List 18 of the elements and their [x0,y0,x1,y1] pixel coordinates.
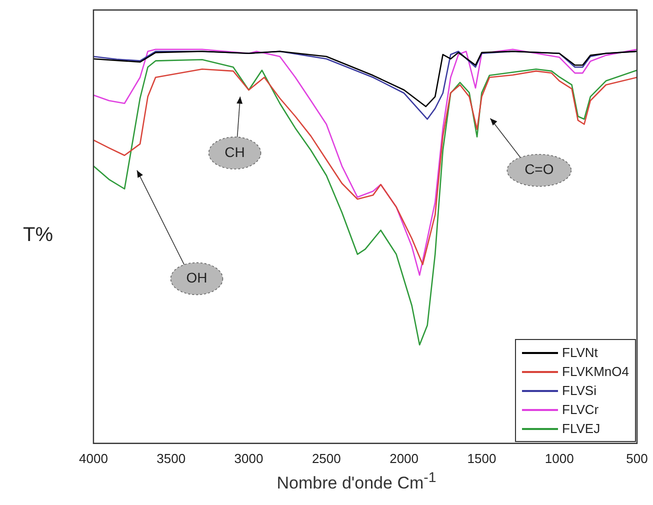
x-axis-title: Nombre d'onde Cm$^{-1}$ [276,470,438,494]
x-tick-label: 2500 [312,450,341,466]
x-tick-label: 500 [626,450,648,466]
x-tick-label: 1500 [467,450,496,466]
annotation: OH [186,270,208,286]
x-tick-label: 4000 [79,450,108,466]
legend-label: FLVCr [562,402,599,418]
y-axis-title: T% [22,222,54,248]
legend-label: FLVSi [562,383,596,398]
legend-label: FLVKMnO4 [562,364,629,380]
legend-label: FLVNt [562,345,598,360]
x-tick-label: 3500 [156,450,186,466]
legend-label: FLVEJ [562,421,600,436]
annotation: C=O [524,161,554,178]
x-tick-label: 2000 [390,450,419,466]
x-tick-label: 3000 [234,450,264,466]
annotation: CH [224,144,245,160]
x-tick-label: 1000 [544,450,574,466]
